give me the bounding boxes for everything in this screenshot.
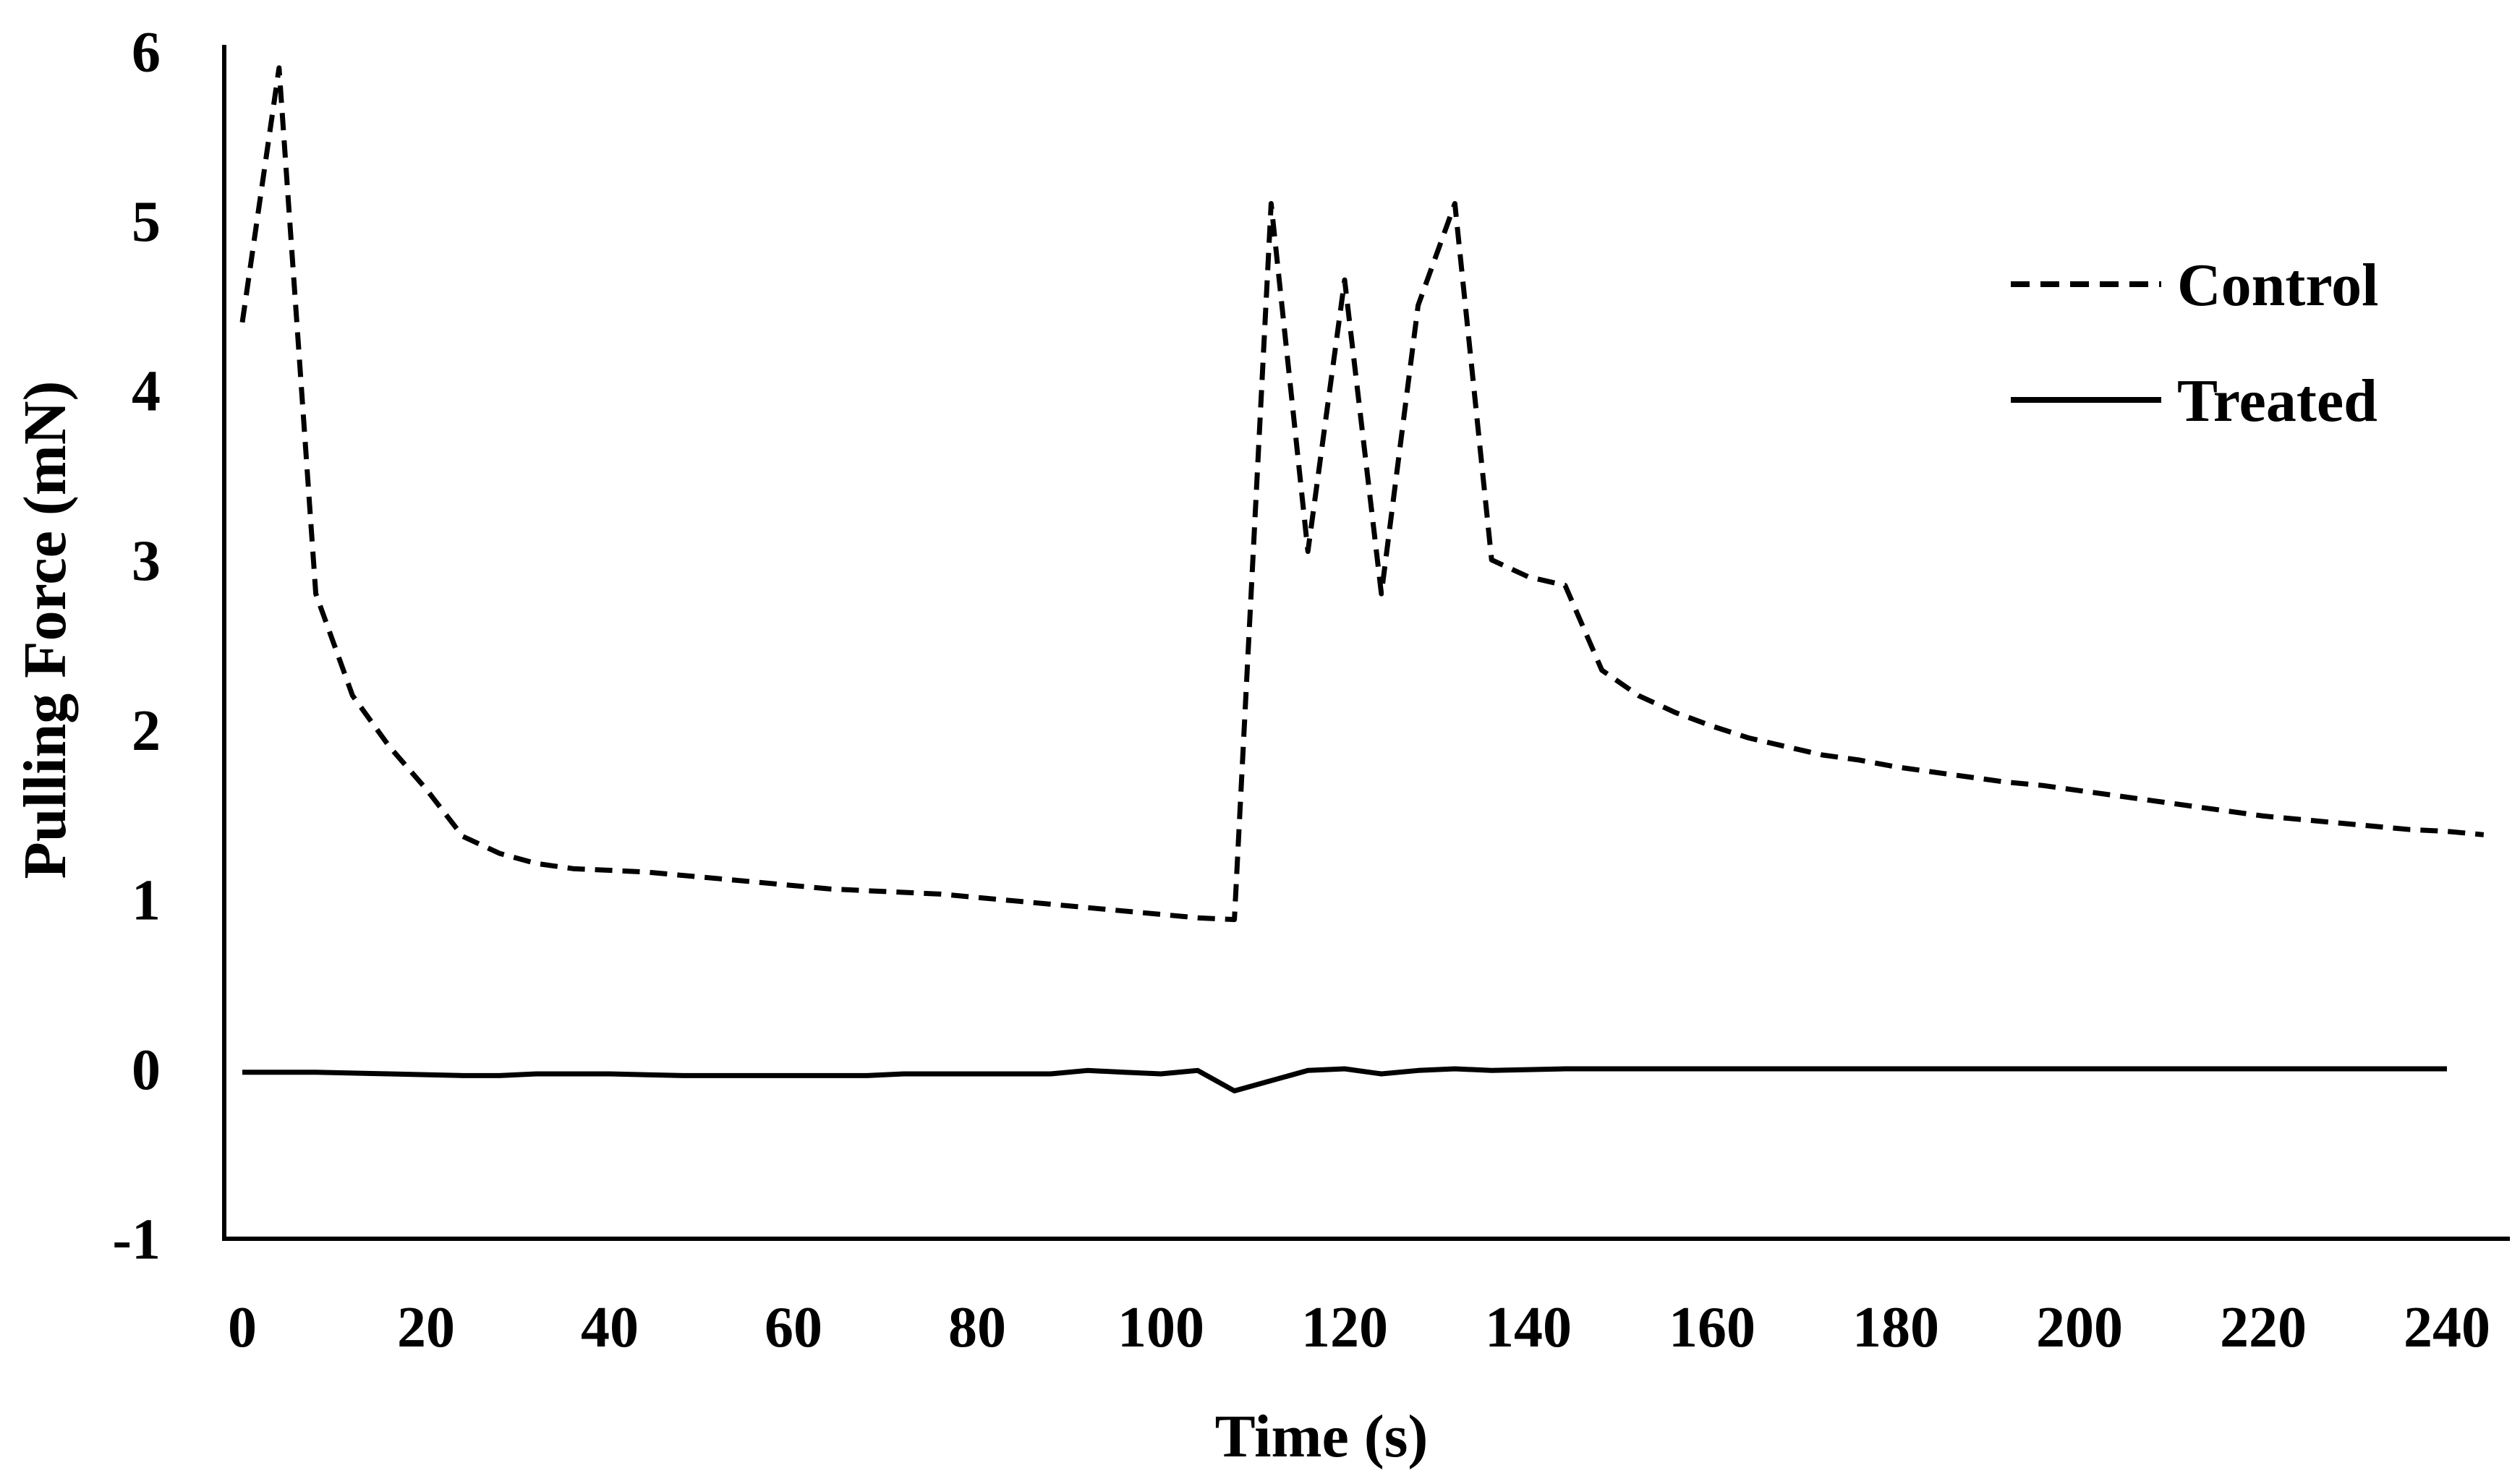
y-tick-label: 2 xyxy=(132,699,161,763)
x-tick-label: 100 xyxy=(1118,1296,1204,1360)
y-axis-title: Pulling Force (mN) xyxy=(12,381,79,879)
x-tick-label: 160 xyxy=(1669,1296,1755,1360)
x-tick-label: 140 xyxy=(1485,1296,1572,1360)
series-line-treated xyxy=(242,1066,2447,1093)
y-tick-label: 1 xyxy=(132,868,161,932)
x-tick-labels: 0 20 40 60 80 100 120 140 160 180 200 220 240 xyxy=(228,1296,2490,1360)
y-tick-labels: -1 0 1 2 3 4 5 6 xyxy=(112,20,161,1271)
y-tick-label: -1 xyxy=(112,1208,161,1272)
x-tick-label: 200 xyxy=(2036,1296,2123,1360)
x-tick-label: 80 xyxy=(948,1296,1006,1360)
x-tick-label: 240 xyxy=(2404,1296,2490,1360)
x-tick-label: 220 xyxy=(2220,1296,2307,1360)
x-tick-label: 120 xyxy=(1301,1296,1388,1360)
y-tick-label: 5 xyxy=(132,190,161,254)
y-tick-label: 0 xyxy=(132,1038,161,1102)
legend: Control Treated xyxy=(2011,252,2378,435)
x-tick-label: 0 xyxy=(228,1296,257,1360)
series-line-control xyxy=(239,65,2485,923)
series-layer xyxy=(239,65,2485,1093)
legend-treated-label: Treated xyxy=(2177,367,2378,435)
y-tick-label: 6 xyxy=(132,20,161,84)
x-axis-title: Time (s) xyxy=(1215,1403,1429,1470)
y-tick-label: 3 xyxy=(132,529,161,593)
x-tick-label: 180 xyxy=(1852,1296,1939,1360)
x-tick-label: 20 xyxy=(397,1296,455,1360)
x-tick-label: 40 xyxy=(581,1296,639,1360)
legend-control-label: Control xyxy=(2177,252,2378,319)
x-tick-label: 60 xyxy=(765,1296,822,1360)
y-tick-label: 4 xyxy=(132,360,161,424)
